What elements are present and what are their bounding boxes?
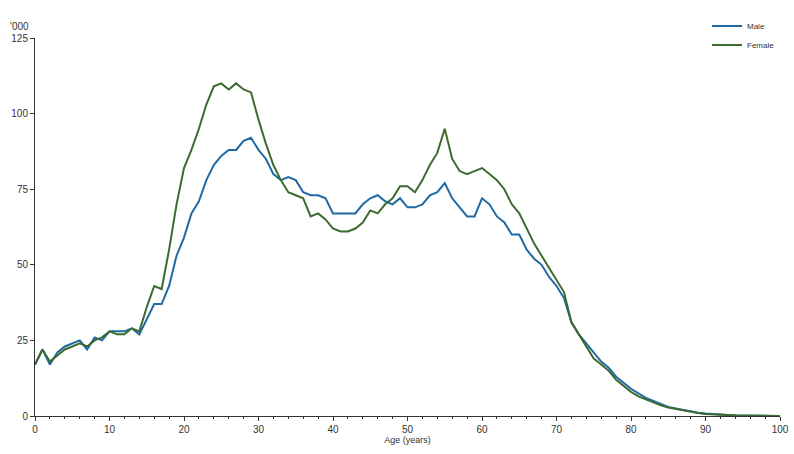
svg-text:25: 25 [17,335,29,346]
svg-text:50: 50 [17,259,29,270]
svg-text:75: 75 [17,184,29,195]
svg-text:Age (years): Age (years) [384,435,431,445]
svg-text:0: 0 [22,411,28,422]
svg-text:0: 0 [32,424,38,435]
svg-text:20: 20 [178,424,190,435]
svg-text:125: 125 [11,33,28,44]
svg-text:90: 90 [700,424,712,435]
svg-text:80: 80 [625,424,637,435]
svg-text:10: 10 [104,424,116,435]
svg-text:'000: '000 [10,21,29,32]
svg-text:100: 100 [772,424,789,435]
svg-text:50: 50 [402,424,414,435]
svg-text:Male: Male [747,22,765,31]
svg-text:100: 100 [11,108,28,119]
svg-text:30: 30 [253,424,265,435]
svg-text:60: 60 [476,424,488,435]
svg-text:Female: Female [747,41,774,50]
svg-text:70: 70 [551,424,563,435]
svg-text:40: 40 [327,424,339,435]
